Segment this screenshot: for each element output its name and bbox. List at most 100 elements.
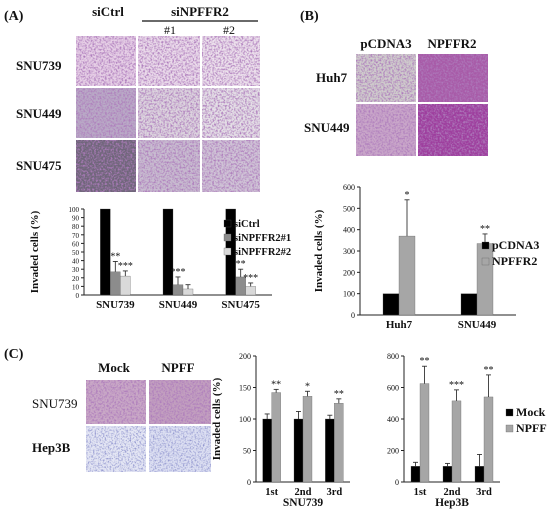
chart-a-y-tick-label: 100 bbox=[69, 206, 80, 214]
chart-c2-bar bbox=[451, 400, 462, 483]
chart-c1-bar bbox=[334, 403, 344, 483]
chart-a-significance-label: *** bbox=[243, 273, 258, 284]
row-label-snu739: SNU739 bbox=[16, 58, 62, 73]
chart-a-y-tick-label: 20 bbox=[72, 275, 80, 283]
chart-a-bar bbox=[172, 284, 184, 296]
chart-c1-significance-label: ** bbox=[271, 379, 281, 390]
chart-c2-category-label: 3rd bbox=[476, 487, 492, 498]
chart-a-legend-label: siNPFFR2#2 bbox=[234, 247, 291, 258]
chart-c2-y-tick-label: 800 bbox=[387, 352, 399, 361]
chart-c1-bar bbox=[271, 392, 281, 483]
chart-c2-legend-label: Mock bbox=[516, 405, 546, 419]
chart-c1-bar bbox=[325, 418, 335, 483]
chart-b-y-tick-label: 200 bbox=[343, 268, 355, 277]
panel-b-micrographs bbox=[356, 54, 488, 156]
micrograph-huh7-pcdna3-texture bbox=[356, 54, 416, 102]
chart-a-y-tick-label: 30 bbox=[72, 266, 80, 274]
chart-a-bar bbox=[162, 208, 174, 296]
panel-c-micrographs bbox=[86, 380, 211, 472]
chart-b-bar bbox=[476, 243, 494, 316]
col-label-sictrl: siCtrl bbox=[92, 4, 124, 19]
chart-b-significance-label: ** bbox=[480, 224, 490, 235]
chart-b-legend-label: NPFFR2 bbox=[492, 254, 537, 268]
chart-c1-bar bbox=[293, 418, 304, 483]
chart-c1-significance-label: ** bbox=[334, 389, 344, 400]
chart-b-y-tick-label: 500 bbox=[343, 204, 355, 213]
chart-b-y-axis-label: Invaded cells (%) bbox=[313, 209, 325, 292]
chart-b: 0 100 200 300 400 500 600 Invaded cells (%) * Huh… bbox=[313, 183, 539, 331]
chart-c-snu739: 0 50 100 150 200 Invaded cells (%) ** 1st * 2nd **… bbox=[211, 352, 350, 509]
row-label-snu449: SNU449 bbox=[16, 106, 62, 121]
chart-a-y-tick-label: 60 bbox=[72, 240, 80, 248]
chart-c2-bar bbox=[474, 466, 485, 483]
chart-b-legend-swatch bbox=[481, 241, 490, 250]
chart-c2-significance-label: *** bbox=[449, 380, 464, 391]
chart-c2-legend-swatch bbox=[505, 424, 514, 433]
chart-c2-category-label: 1st bbox=[414, 487, 427, 498]
chart-c2-category-label: 2nd bbox=[444, 487, 461, 498]
micrograph-snu475-si2-texture bbox=[202, 140, 260, 192]
chart-c1-y-axis-label: Invaded cells (%) bbox=[211, 377, 223, 460]
chart-a-y-tick-label: 10 bbox=[72, 283, 80, 291]
chart-a-bar bbox=[100, 208, 111, 296]
chart-c1-category-label: 2nd bbox=[295, 487, 312, 498]
col-label-1: #1 bbox=[164, 23, 176, 37]
col-label-npffr2: NPFFR2 bbox=[427, 36, 476, 51]
chart-b-y-tick-label: 300 bbox=[343, 247, 355, 256]
chart-a-legend-swatch bbox=[223, 233, 232, 242]
row-label-huh7: Huh7 bbox=[316, 70, 348, 85]
col-label-sinpffr2: siNPFFR2 bbox=[171, 4, 229, 19]
row-label-snu475: SNU475 bbox=[16, 158, 62, 173]
chart-b-y-tick-label: 600 bbox=[343, 183, 355, 192]
micrograph-snu739-sictrl-texture bbox=[76, 36, 136, 86]
panel-a-micrographs bbox=[76, 36, 260, 192]
chart-b-y-tick-label: 100 bbox=[343, 290, 355, 299]
chart-a-legend-label: siCtrl bbox=[234, 219, 260, 230]
chart-a-y-tick-label: 50 bbox=[72, 249, 80, 257]
micrograph-c-hep3b-mock-texture bbox=[86, 426, 146, 472]
chart-a-bar bbox=[182, 288, 194, 296]
chart-c2-bar bbox=[419, 383, 430, 483]
chart-c2-legend-swatch bbox=[505, 408, 514, 417]
chart-b-significance-label: * bbox=[405, 190, 410, 201]
chart-b-category-label: SNU449 bbox=[458, 319, 497, 331]
chart-c1-y-tick-label: 50 bbox=[243, 447, 251, 456]
chart-c1-bar bbox=[302, 396, 313, 483]
chart-c1-category-label: 1st bbox=[265, 487, 278, 498]
chart-c2-bar bbox=[410, 466, 421, 483]
micrograph-snu449-si1-texture bbox=[138, 88, 200, 138]
chart-a-significance-label: *** bbox=[171, 267, 186, 278]
micrograph-snu739-si2-texture bbox=[202, 36, 260, 86]
chart-a-y-tick-label: 40 bbox=[72, 258, 80, 266]
chart-c-hep3b: 0 200 400 600 800 ** 1st *** 2nd ** 3rd Hep3B Mock NP… bbox=[387, 352, 547, 509]
chart-a-legend-label: siNPFFR2#1 bbox=[234, 233, 291, 244]
chart-b-bar bbox=[460, 293, 478, 316]
micrograph-snu449-npffr2-texture bbox=[418, 104, 488, 156]
chart-b-legend-swatch bbox=[481, 257, 490, 266]
micrograph-huh7-npffr2-texture bbox=[418, 54, 488, 102]
chart-a-y-tick-label: 80 bbox=[72, 223, 80, 231]
chart-c1-y-tick-label: 150 bbox=[239, 384, 251, 393]
panel-c-label: (C) bbox=[4, 347, 24, 362]
chart-a-legend-swatch bbox=[223, 219, 232, 228]
panel-b-label: (B) bbox=[300, 9, 319, 24]
chart-c2-y-tick-label: 200 bbox=[387, 447, 399, 456]
chart-c1-y-tick-label: 0 bbox=[247, 478, 251, 487]
panel-a-label: (A) bbox=[4, 9, 24, 24]
micrograph-snu449-sictrl-texture bbox=[76, 88, 136, 138]
row-label-b-snu449: SNU449 bbox=[304, 120, 350, 135]
col-label-npff: NPFF bbox=[161, 360, 194, 375]
micrograph-snu739-si1-texture bbox=[138, 36, 200, 86]
chart-b-category-label: Huh7 bbox=[386, 319, 413, 331]
micrograph-snu449-pcdna3-texture bbox=[356, 104, 416, 156]
chart-a-significance-label: ** bbox=[110, 251, 120, 262]
row-label-hep3b: Hep3B bbox=[32, 440, 71, 455]
chart-c2-significance-label: ** bbox=[420, 356, 430, 367]
chart-a-significance-label: ** bbox=[236, 259, 246, 270]
micrograph-c-snu739-mock-texture bbox=[86, 380, 146, 424]
col-label-2: #2 bbox=[223, 23, 235, 37]
chart-b-bar bbox=[398, 235, 416, 316]
